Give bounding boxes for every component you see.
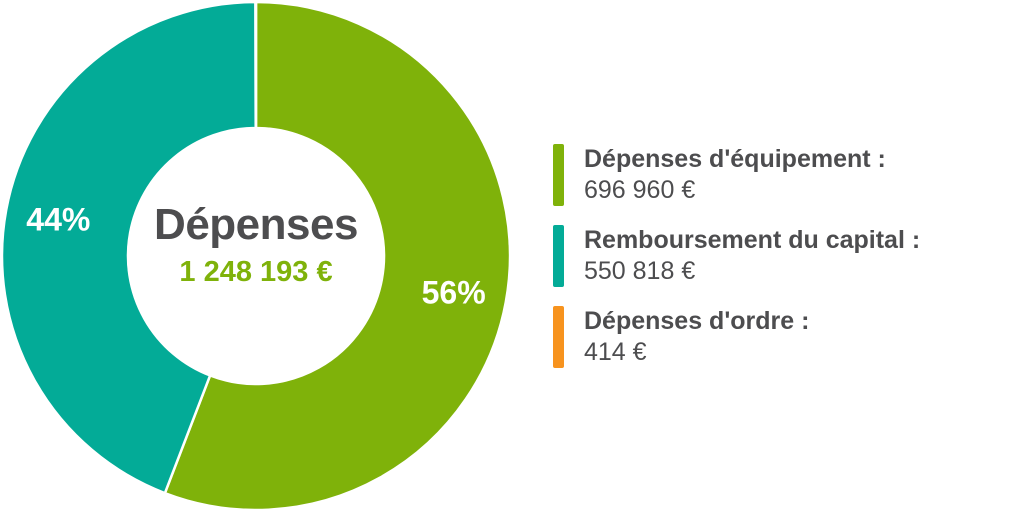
legend-value: 414 € [584, 338, 647, 366]
chart-center-total: 1 248 193 € [179, 256, 333, 288]
legend-item-ordre: Dépenses d'ordre : 414 € [553, 306, 1013, 368]
legend-swatch-ordre [553, 306, 564, 368]
donut-slice-0 [163, 0, 512, 512]
legend-value: 550 818 € [584, 257, 696, 285]
legend-label: Dépenses d'équipement : [584, 145, 886, 173]
legend-value: 696 960 € [584, 176, 696, 204]
chart-legend: Dépenses d'équipement : 696 960 € Rembou… [553, 144, 1013, 387]
chart-center-title: Dépenses [154, 200, 358, 249]
slice-percent-label-1: 44% [26, 202, 90, 238]
legend-label: Remboursement du capital : [584, 226, 921, 254]
slice-percent-label-0: 56% [422, 275, 486, 311]
donut-slice-2 [254, 0, 258, 130]
legend-item-remboursement: Remboursement du capital : 550 818 € [553, 225, 1013, 287]
legend-label: Dépenses d'ordre : [584, 307, 810, 335]
legend-swatch-remboursement [553, 225, 564, 287]
donut-chart: 56% 44% [0, 0, 512, 512]
legend-item-equipement: Dépenses d'équipement : 696 960 € [553, 144, 1013, 206]
legend-swatch-equipement [553, 144, 564, 206]
donut-slice-1 [0, 0, 257, 495]
